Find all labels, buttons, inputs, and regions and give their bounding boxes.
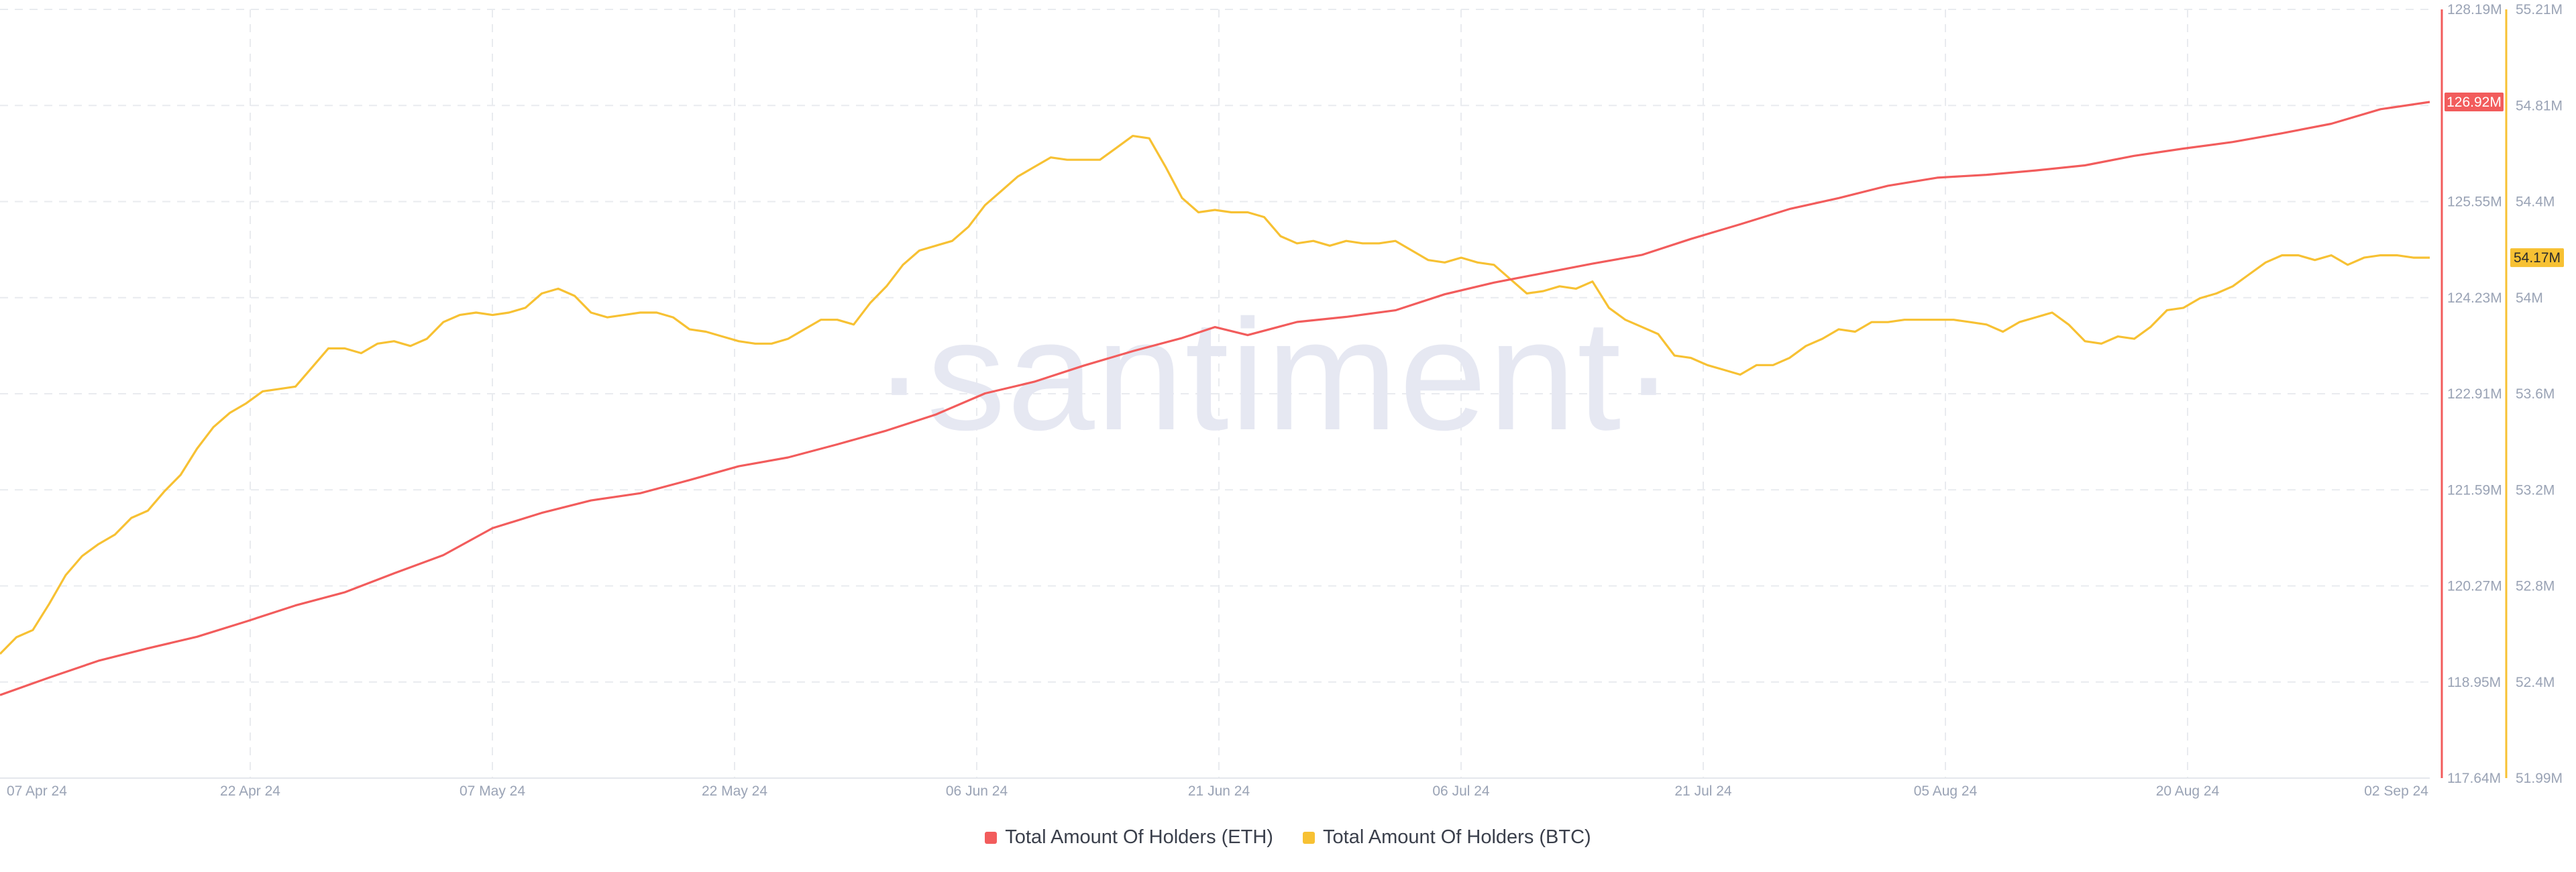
legend-item-eth[interactable]: Total Amount Of Holders (ETH) (985, 826, 1273, 849)
y-axis-eth-ticks: 128.19M 126.92M 125.55M 124.23M 122.91M 121.5… (2447, 2, 2502, 786)
y-tick-label-btc: 52.8M (2516, 579, 2555, 594)
y-tick-label-eth: 124.23M (2447, 290, 2502, 306)
series-line-btc[interactable] (0, 135, 2430, 655)
legend: Total Amount Of Holders (ETH) Total Amou… (0, 826, 2576, 849)
x-tick-label: 07 Apr 24 (7, 783, 67, 799)
x-tick-label: 05 Aug 24 (1914, 783, 1978, 799)
axes (0, 9, 2508, 779)
y-tick-label-btc: 53.2M (2516, 482, 2555, 498)
x-tick-label: 20 Aug 24 (2156, 783, 2220, 799)
y-tick-label-eth: 122.91M (2447, 386, 2502, 402)
x-axis-ticks: 07 Apr 24 22 Apr 24 07 May 24 22 May 24 06 J… (7, 783, 2428, 799)
x-tick-label: 07 May 24 (460, 783, 525, 799)
badge-eth-bg (2445, 92, 2504, 111)
y-tick-label-btc: 51.99M (2516, 771, 2563, 786)
y-tick-label-eth: 125.55M (2447, 195, 2502, 210)
y-tick-label-eth: 128.19M (2447, 2, 2502, 17)
badge-eth-value: 126.92M (2447, 95, 2502, 110)
legend-item-btc[interactable]: Total Amount Of Holders (BTC) (1303, 826, 1591, 849)
y-tick-label-eth: 121.59M (2447, 482, 2502, 498)
gridlines (0, 9, 2430, 779)
legend-label-eth: Total Amount Of Holders (ETH) (1005, 826, 1273, 848)
y-tick-label-btc: 53.6M (2516, 386, 2555, 402)
y-tick-label-btc: 54M (2516, 290, 2543, 306)
x-tick-label: 22 Apr 24 (220, 783, 280, 799)
badge-btc-value: 54.17M (2514, 250, 2561, 266)
y-tick-label-eth: 120.27M (2447, 579, 2502, 594)
x-tick-label: 21 Jun 24 (1188, 783, 1250, 799)
series-lines (0, 101, 2430, 696)
x-tick-label: 22 May 24 (702, 783, 767, 799)
last-value-badges: 126.92M 54.17M (2445, 92, 2564, 268)
y-axis-btc-ticks: 55.21M 54.81M 54.4M 54M 53.6M 53.2M 52.8M 52.4M… (2516, 2, 2563, 786)
y-tick-label-eth: 118.95M (2447, 675, 2501, 690)
badge-btc-bg (2510, 248, 2564, 268)
series-line-eth[interactable] (0, 101, 2430, 696)
y-tick-label-btc: 54.4M (2516, 195, 2555, 210)
x-tick-label: 06 Jun 24 (946, 783, 1008, 799)
legend-swatch-eth (985, 831, 998, 844)
x-tick-label: 02 Sep 24 (2364, 783, 2428, 799)
y-tick-label-btc: 54.81M (2516, 98, 2563, 113)
legend-swatch-btc (1303, 831, 1316, 844)
x-tick-label: 21 Jul 24 (1674, 783, 1732, 799)
y-tick-label-btc: 52.4M (2516, 675, 2555, 690)
y-tick-label-eth: 117.64M (2447, 771, 2501, 786)
x-tick-label: 06 Jul 24 (1432, 783, 1490, 799)
santiment-watermark: ·santiment· (873, 286, 1676, 463)
y-tick-label-btc: 55.21M (2516, 2, 2563, 17)
legend-label-btc: Total Amount Of Holders (BTC) (1323, 826, 1591, 848)
